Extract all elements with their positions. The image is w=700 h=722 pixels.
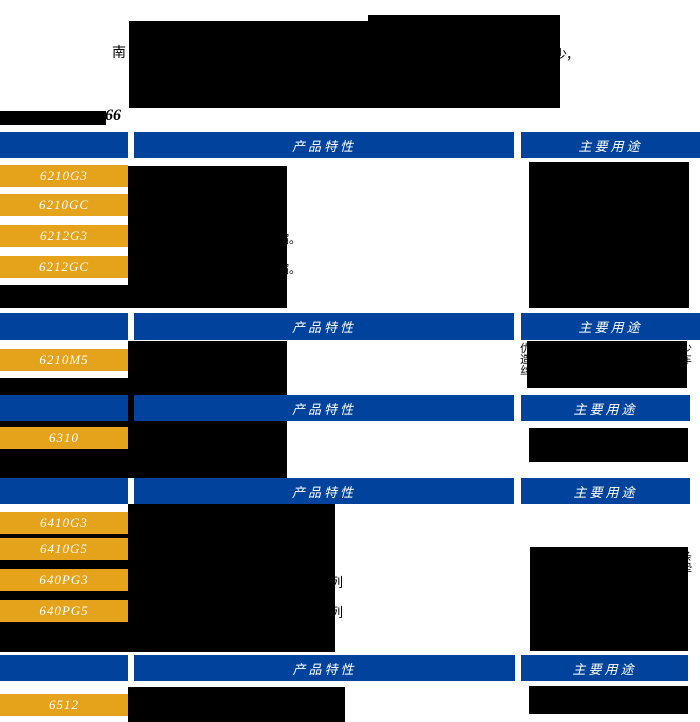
product-code-cell-6410G5: 6410G5 (0, 538, 128, 560)
product-code-cell-6310: 6310 (0, 427, 128, 449)
table4-header-col3-label: 主要用途 (573, 484, 638, 500)
table5-header-col2: 产品特性 (134, 655, 515, 681)
table2-features-redaction (128, 341, 287, 378)
table2-header-col2: 产品特性 (134, 313, 514, 340)
table3-uses-redaction (529, 428, 688, 462)
intro-paragraph-first-char: 南 (112, 46, 126, 61)
redaction-block-top-main (129, 21, 560, 108)
table4-left-gap (0, 504, 128, 512)
table5-header-col3: 主要用途 (521, 655, 688, 681)
code-line-visible-digits: 66 (105, 107, 121, 124)
redaction-block-top-upper (368, 15, 560, 22)
table4-header-col3: 主要用途 (521, 478, 690, 504)
product-code-cell-6210M5: 6210M5 (0, 349, 128, 371)
table2-header-col3-label: 主要用途 (578, 320, 643, 335)
product-code-cell-6512: 6512 (0, 694, 128, 716)
product-code-cell-640PG5: 640PG5 (0, 600, 128, 622)
product-code-cell-6210G3: 6210G3 (0, 165, 128, 187)
table5-features-redaction (128, 687, 345, 722)
table3-header-col3: 主要用途 (521, 395, 690, 421)
table4-header-col2-label: 产品特性 (291, 484, 356, 500)
table1-header-col2-label: 产品特性 (291, 138, 356, 154)
table1-bottom-redaction (0, 285, 287, 308)
product-code-cell-6410G3: 6410G3 (0, 512, 128, 534)
table1-header-col3: 主要用途 (521, 132, 700, 158)
table4-uses-redaction (530, 547, 688, 651)
table2-uses-redaction (527, 341, 687, 388)
table3-header-col2-label: 产品特性 (291, 401, 356, 417)
table5-uses-redaction (529, 686, 688, 714)
redaction-block-code-line (0, 111, 106, 125)
table2-header-col3: 主要用途 (521, 313, 700, 340)
table1-header-col3-label: 主要用途 (578, 138, 643, 154)
table1-header-col2: 产品特性 (134, 132, 514, 158)
table2-header-col1 (0, 313, 128, 340)
table2-uses-fragment-l3: 丝 (520, 365, 531, 377)
table5-header-col2-label: 产品特性 (292, 661, 357, 677)
table2-bottom-redaction (0, 378, 287, 386)
product-code-cell-6210GC: 6210GC (0, 194, 128, 216)
table1-uses-redaction (529, 162, 689, 308)
table2-header-col2-label: 产品特性 (291, 320, 356, 335)
table5-header-col3-label: 主要用途 (572, 661, 637, 677)
table1-features-redaction (128, 166, 287, 285)
table3-header-col2: 产品特性 (134, 395, 514, 421)
table2-uses-fragment-l1: 优 (520, 343, 531, 355)
product-code-cell-6212G3: 6212G3 (0, 225, 128, 247)
table2-uses-fragment-l2: 造 (520, 354, 531, 366)
table1-header-col1 (0, 132, 128, 158)
table5-header-col1 (0, 655, 128, 681)
table3-header-col1 (0, 395, 128, 421)
table4-header-col1 (0, 478, 128, 504)
product-code-cell-6212GC: 6212GC (0, 256, 128, 278)
table3-header-col3-label: 主要用途 (573, 401, 638, 417)
intro-paragraph-comma: ， (566, 47, 580, 62)
product-code-cell-640PG3: 640PG3 (0, 569, 128, 591)
table4-header-col2: 产品特性 (134, 478, 514, 504)
